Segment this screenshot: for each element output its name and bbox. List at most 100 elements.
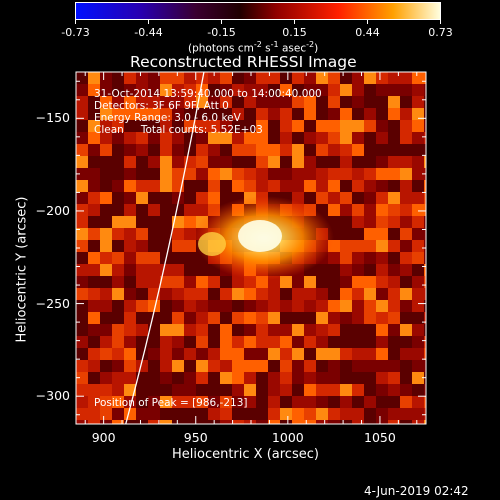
heatmap-cell <box>76 108 88 120</box>
y-axis-label: Heliocentric Y (arcsec) <box>14 196 30 343</box>
heatmap-cell <box>424 240 426 252</box>
heatmap-cell <box>100 228 112 240</box>
heatmap-cell <box>316 168 328 180</box>
heatmap-cell <box>328 192 340 204</box>
heatmap-cell <box>208 300 220 312</box>
heatmap-cell <box>256 156 268 168</box>
heatmap-cell <box>208 372 220 384</box>
heatmap-cell <box>304 396 316 408</box>
heatmap-cell <box>160 324 172 336</box>
heatmap-cell <box>160 420 172 424</box>
heatmap-cell <box>100 132 112 144</box>
heatmap-cell <box>352 408 364 420</box>
heatmap-cell <box>412 276 424 288</box>
heatmap-cell <box>184 396 196 408</box>
heatmap-cell <box>340 372 352 384</box>
heatmap-cell <box>112 408 124 420</box>
heatmap-cell <box>436 192 448 204</box>
heatmap-cell <box>160 312 172 324</box>
heatmap-cell <box>268 312 280 324</box>
heatmap-cell <box>388 72 400 84</box>
heatmap-cell <box>328 108 340 120</box>
heatmap-cell <box>172 156 184 168</box>
heatmap-cell <box>292 276 304 288</box>
heatmap-cell <box>340 72 352 84</box>
heatmap-cell <box>244 72 256 84</box>
heatmap-cell <box>148 240 160 252</box>
heatmap-cell <box>100 264 112 276</box>
heatmap-cell <box>124 372 136 384</box>
heatmap-cell <box>376 240 388 252</box>
heatmap-cell <box>340 264 352 276</box>
heatmap-cell <box>220 420 232 424</box>
heatmap-cell <box>280 276 292 288</box>
heatmap-cell <box>232 372 244 384</box>
heatmap-cell <box>292 300 304 312</box>
heatmap-cell <box>280 420 292 424</box>
heatmap-cell <box>376 72 388 84</box>
heatmap-cell <box>436 348 448 360</box>
heatmap-cell <box>232 132 244 144</box>
heatmap-cell <box>232 312 244 324</box>
heatmap-cell <box>412 396 424 408</box>
heatmap-cell <box>304 312 316 324</box>
heatmap-cell <box>220 396 232 408</box>
heatmap-cell <box>280 336 292 348</box>
heatmap-cell <box>76 372 88 384</box>
heatmap-cell <box>148 168 160 180</box>
heatmap-cell <box>352 192 364 204</box>
heatmap-cell <box>112 264 124 276</box>
heatmap-cell <box>280 108 292 120</box>
heatmap-cell <box>112 216 124 228</box>
heatmap-cell <box>352 228 364 240</box>
heatmap-cell <box>412 84 424 96</box>
heatmap-cell <box>196 132 208 144</box>
heatmap-cell <box>208 312 220 324</box>
heatmap-cell <box>208 288 220 300</box>
heatmap-cell <box>88 228 100 240</box>
heatmap-cell <box>172 132 184 144</box>
heatmap-cell <box>136 240 148 252</box>
heatmap-cell <box>400 336 412 348</box>
heatmap-cell <box>424 360 426 372</box>
heatmap-cell <box>208 336 220 348</box>
heatmap-cell <box>160 108 172 120</box>
heatmap-cell <box>280 372 292 384</box>
heatmap-cell <box>172 360 184 372</box>
heatmap-cell <box>160 396 172 408</box>
heatmap-cell <box>220 96 232 108</box>
heatmap-cell <box>76 408 88 420</box>
heatmap-cell <box>196 276 208 288</box>
heatmap-cell <box>328 120 340 132</box>
heatmap-cell <box>304 288 316 300</box>
heatmap-cell <box>292 384 304 396</box>
heatmap-cell <box>208 408 220 420</box>
heatmap-cell <box>76 192 88 204</box>
heatmap-cell <box>244 408 256 420</box>
heatmap-cell <box>400 240 412 252</box>
heatmap-cell <box>244 132 256 144</box>
heatmap-cell <box>124 120 136 132</box>
heatmap-cell <box>400 168 412 180</box>
heatmap-cell <box>148 360 160 372</box>
heatmap-cell <box>400 348 412 360</box>
heatmap-cell <box>412 180 424 192</box>
heatmap-cell <box>76 132 88 144</box>
heatmap-cell <box>268 120 280 132</box>
heatmap-cell <box>124 108 136 120</box>
heatmap-cell <box>364 108 376 120</box>
heatmap-cell <box>88 72 100 84</box>
heatmap-cell <box>424 96 426 108</box>
heatmap-cell <box>124 144 136 156</box>
heatmap-cell <box>412 168 424 180</box>
colorbar-tick-label: 0.44 <box>355 26 380 39</box>
heatmap-cell <box>172 348 184 360</box>
heatmap-cell <box>292 324 304 336</box>
heatmap-cell <box>412 72 424 84</box>
heatmap-cell <box>100 144 112 156</box>
heatmap-cell <box>136 84 148 96</box>
heatmap-cell <box>400 288 412 300</box>
heatmap-cell <box>316 156 328 168</box>
heatmap-cell <box>340 228 352 240</box>
heatmap-cell <box>184 108 196 120</box>
